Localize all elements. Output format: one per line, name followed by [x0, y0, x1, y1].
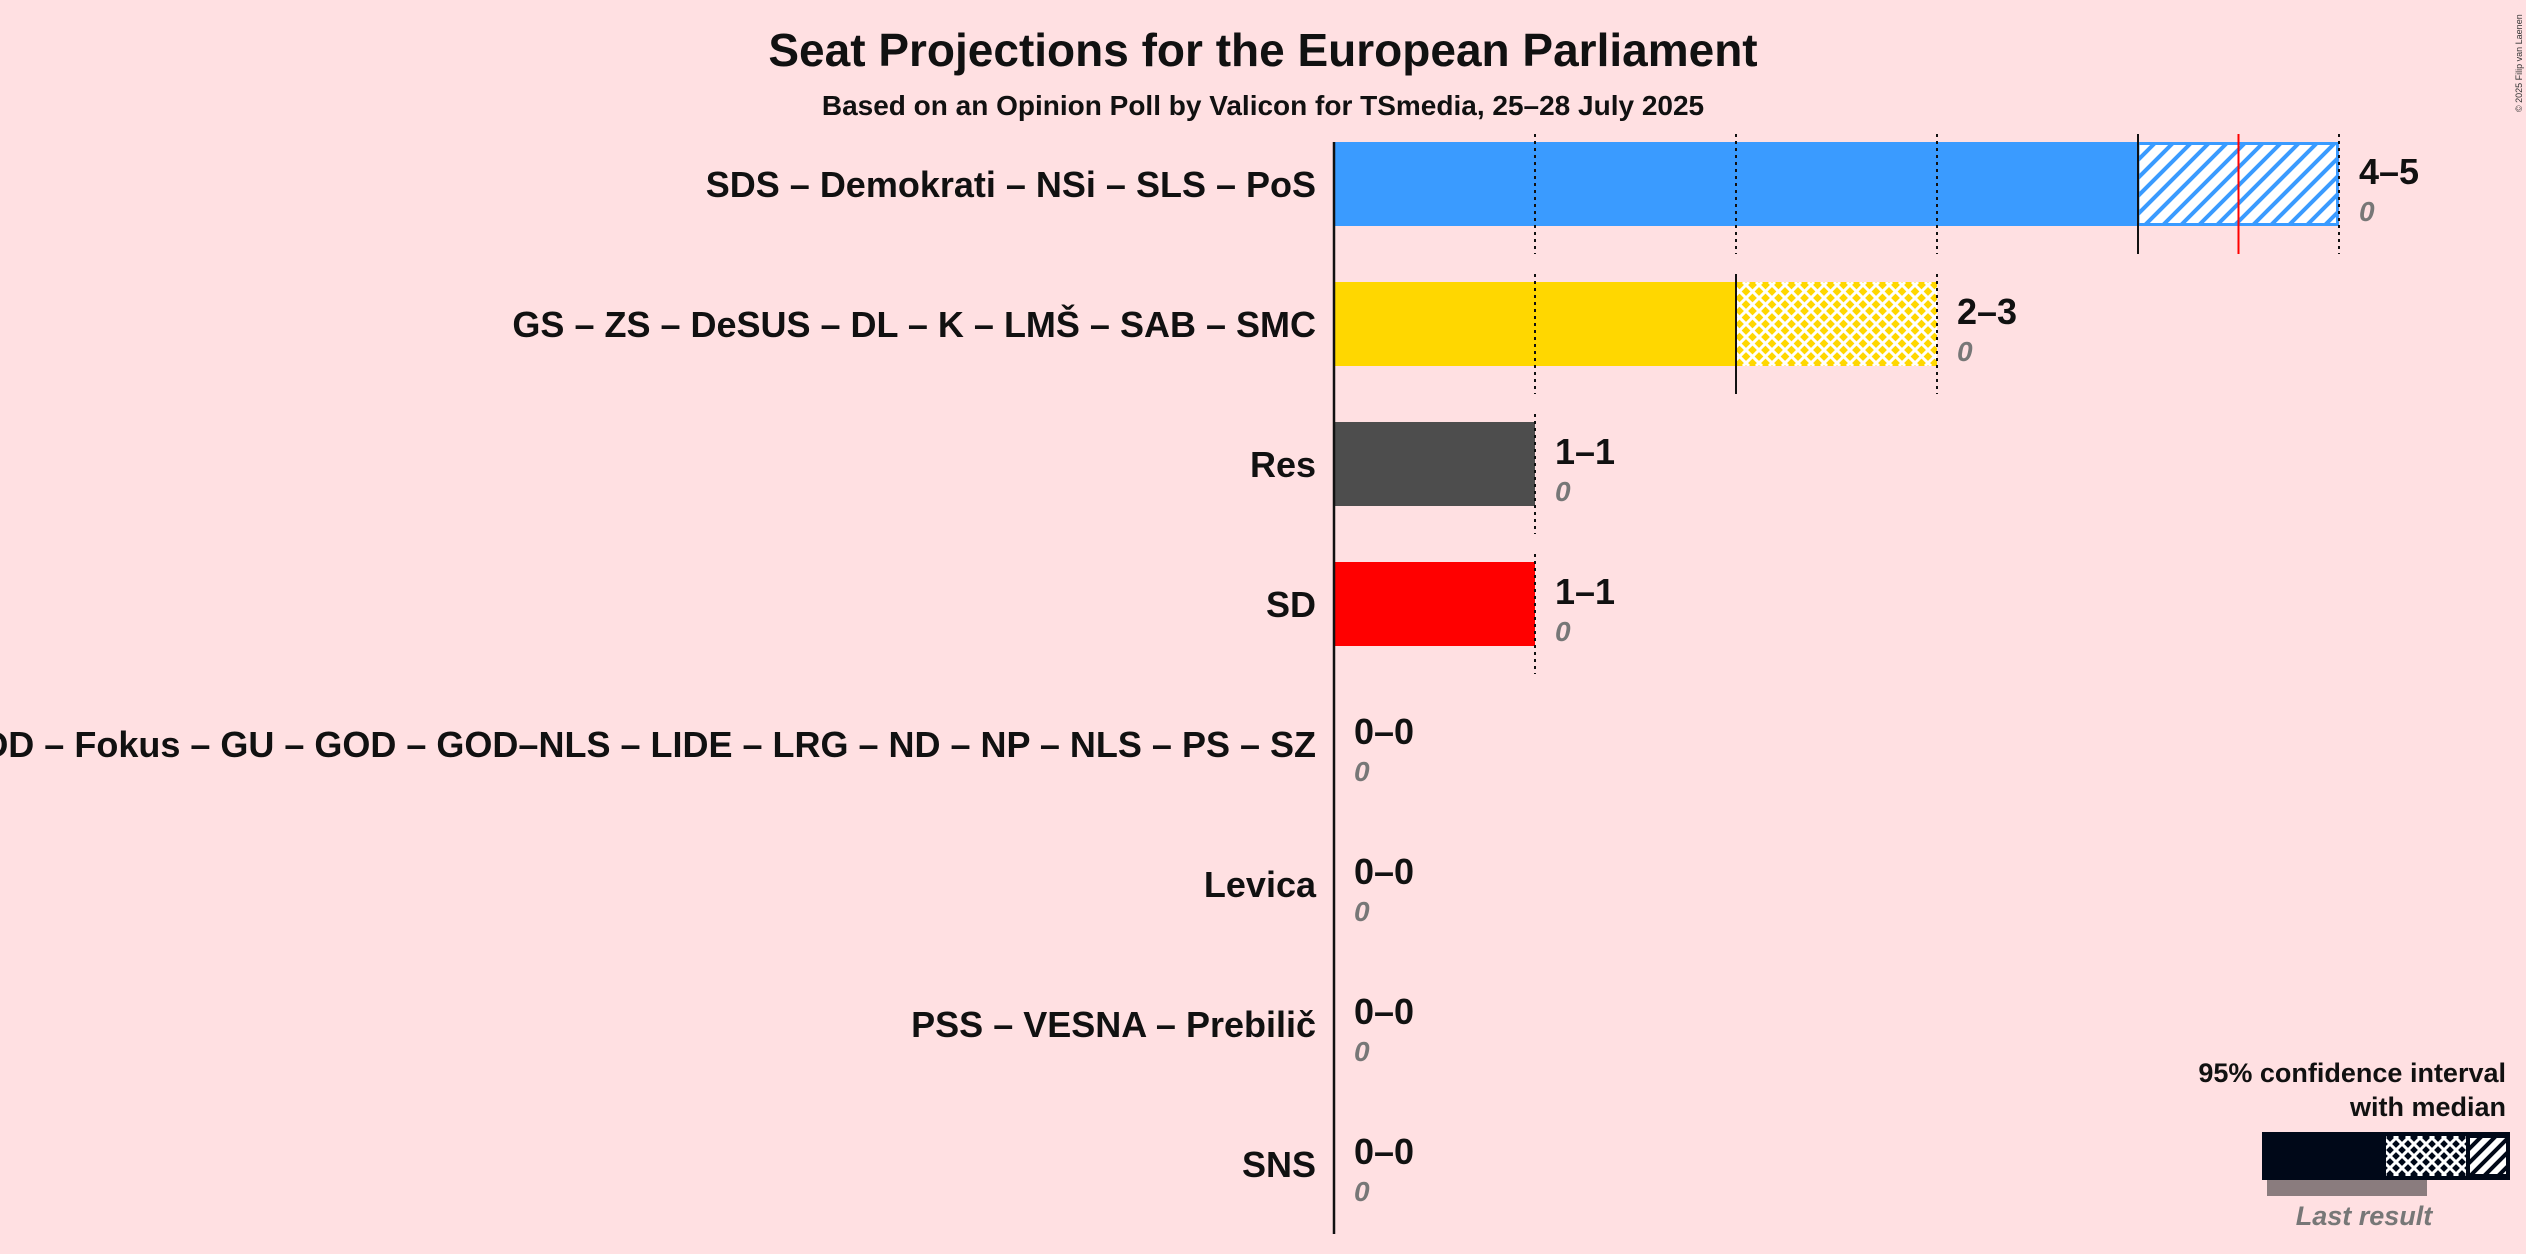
row-2-last-result-label: 0 [1555, 476, 1571, 507]
legend-crosshatch-segment [2386, 1136, 2468, 1176]
row-4-range-label: 0–0 [1354, 711, 1414, 752]
party-label-5: Levica [1204, 864, 1317, 905]
legend-line2: with median [2349, 1092, 2506, 1122]
legend-last-result-label: Last result [2296, 1201, 2434, 1231]
party-label-3: SD [1266, 584, 1316, 625]
row-3-range-label: 1–1 [1555, 571, 1615, 612]
row-6-last-result-label: 0 [1354, 1036, 1370, 1067]
legend: 95% confidence interval with median Last… [2198, 1058, 2510, 1231]
row-2-range-label: 1–1 [1555, 431, 1615, 472]
legend-outline [2262, 1132, 2510, 1180]
row-7-range-label: 0–0 [1354, 1131, 1414, 1172]
party-label-2: Res [1250, 444, 1316, 485]
row-5-range-label: 0–0 [1354, 851, 1414, 892]
row-2-bar-solid [1334, 422, 1535, 506]
copyright-text: © 2025 Filip van Laenen [2514, 14, 2524, 112]
row-7-last-result-label: 0 [1354, 1176, 1370, 1207]
row-5-last-result-label: 0 [1354, 896, 1370, 927]
legend-solid-bar [2264, 1134, 2386, 1178]
party-label-4: DD – Fokus – GU – GOD – GOD–NLS – LIDE –… [0, 724, 1316, 765]
chart-title: Seat Projections for the European Parlia… [768, 24, 1757, 76]
row-0-last-result-label: 0 [2359, 196, 2375, 227]
party-label-0: SDS – Demokrati – NSi – SLS – PoS [706, 164, 1316, 205]
row-1-bar-interval [1736, 282, 1937, 366]
chart-subtitle: Based on an Opinion Poll by Valicon for … [822, 90, 1704, 121]
party-label-7: SNS [1242, 1144, 1316, 1185]
row-0-range-label: 4–5 [2359, 151, 2419, 192]
row-3-last-result-label: 0 [1555, 616, 1571, 647]
row-1-last-result-label: 0 [1957, 336, 1973, 367]
row-6-range-label: 0–0 [1354, 991, 1414, 1032]
labels-layer: SDS – Demokrati – NSi – SLS – PoS 4–5 0 GS … [0, 151, 2419, 1207]
party-label-6: PSS – VESNA – Prebilič [911, 1004, 1316, 1045]
row-4-last-result-label: 0 [1354, 756, 1370, 787]
party-label-1: GS – ZS – DeSUS – DL – K – LMŠ – SAB – S… [512, 303, 1316, 345]
legend-line1: 95% confidence interval [2198, 1058, 2506, 1088]
gridlines-layer [1534, 134, 2340, 674]
bars-layer [1334, 142, 2339, 646]
row-3-bar-solid [1334, 562, 1535, 646]
row-1-range-label: 2–3 [1957, 291, 2017, 332]
